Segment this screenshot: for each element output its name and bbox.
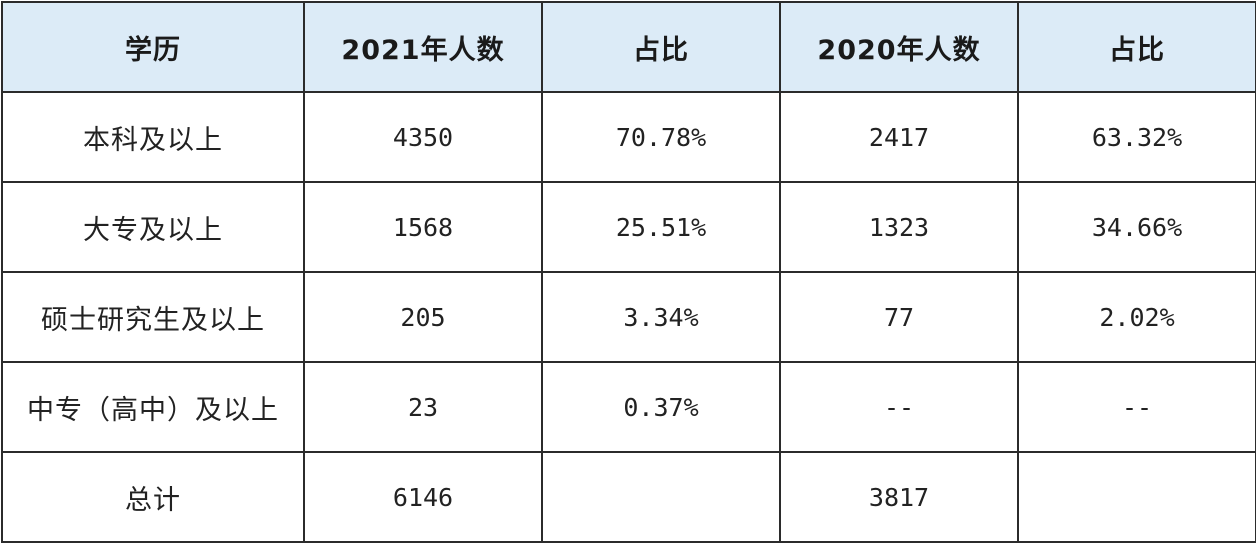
cell-2021-share: 3.34% <box>541 271 781 363</box>
cell-2021-count: 1568 <box>303 181 543 273</box>
cell-2020-count: -- <box>779 361 1019 453</box>
cell-2021-share: 70.78% <box>541 91 781 183</box>
table-row: 本科及以上 4350 70.78% 2417 63.32% <box>1 91 1256 183</box>
cell-2020-share: 2.02% <box>1017 271 1256 363</box>
cell-2021-share-empty <box>541 451 781 543</box>
cell-2020-share-empty <box>1017 451 1256 543</box>
cell-2020-share: -- <box>1017 361 1256 453</box>
cell-2020-share: 34.66% <box>1017 181 1256 273</box>
table-header-row: 学历 2021年人数 占比 2020年人数 占比 <box>1 1 1256 93</box>
cell-2021-count: 4350 <box>303 91 543 183</box>
cell-2020-count: 2417 <box>779 91 1019 183</box>
cell-2021-count: 205 <box>303 271 543 363</box>
cell-education: 本科及以上 <box>1 91 305 183</box>
header-2020-count: 2020年人数 <box>779 1 1019 93</box>
header-2021-share: 占比 <box>541 1 781 93</box>
header-education: 学历 <box>1 1 305 93</box>
cell-2020-share: 63.32% <box>1017 91 1256 183</box>
cell-2021-total: 6146 <box>303 451 543 543</box>
cell-education: 硕士研究生及以上 <box>1 271 305 363</box>
cell-total-label: 总计 <box>1 451 305 543</box>
cell-2020-count: 77 <box>779 271 1019 363</box>
cell-2021-count: 23 <box>303 361 543 453</box>
cell-2020-total: 3817 <box>779 451 1019 543</box>
table-row: 硕士研究生及以上 205 3.34% 77 2.02% <box>1 271 1256 363</box>
cell-2020-count: 1323 <box>779 181 1019 273</box>
header-2021-count: 2021年人数 <box>303 1 543 93</box>
table-row: 大专及以上 1568 25.51% 1323 34.66% <box>1 181 1256 273</box>
cell-2021-share: 25.51% <box>541 181 781 273</box>
cell-2021-share: 0.37% <box>541 361 781 453</box>
cell-education: 大专及以上 <box>1 181 305 273</box>
cell-education: 中专（高中）及以上 <box>1 361 305 453</box>
header-2020-share: 占比 <box>1017 1 1256 93</box>
table-row: 中专（高中）及以上 23 0.37% -- -- <box>1 361 1256 453</box>
table-row-total: 总计 6146 3817 <box>1 451 1256 543</box>
